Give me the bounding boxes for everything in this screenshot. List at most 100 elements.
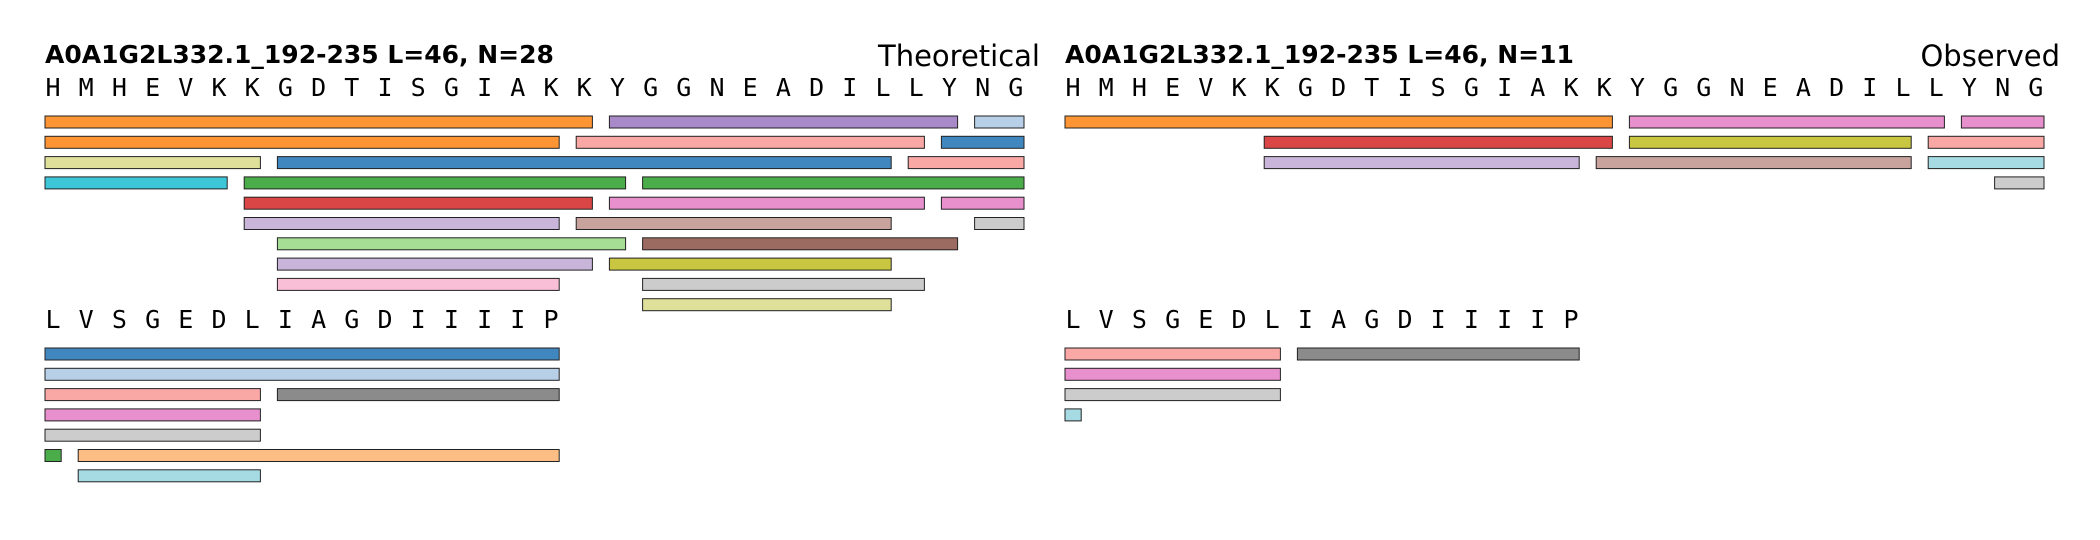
residue-letter: A [311, 305, 326, 334]
residue-letter: G [1165, 305, 1180, 334]
residue-letter: K [211, 73, 226, 102]
residue-letter: D [1231, 305, 1246, 334]
peptide-bar [44, 428, 261, 442]
peptide-bar [575, 217, 892, 230]
peptide-bar [77, 469, 261, 483]
residue-letter: E [1198, 305, 1213, 334]
residue-letter: I [278, 305, 293, 334]
peptide-bar [44, 176, 228, 190]
peptide-bar [1927, 156, 2045, 170]
residue-letter: I [1464, 305, 1479, 334]
residue-letter: I [1497, 73, 1512, 102]
peptide-bar [77, 449, 560, 462]
residue-letter: I [1862, 73, 1877, 102]
peptide-bar [1628, 115, 1945, 129]
peptide-bar [1994, 176, 2045, 190]
peptide-bar [276, 277, 560, 291]
peptide-bar [243, 176, 627, 190]
residue-letter: V [1099, 305, 1114, 334]
observed-panel-label: Observed [1920, 39, 2060, 73]
residue-letter: N [709, 73, 724, 102]
peptide-bar [44, 408, 261, 422]
peptide-bar [642, 298, 892, 312]
residue-letter: S [112, 305, 127, 334]
residue-letter: I [1298, 305, 1313, 334]
residue-letter: E [145, 73, 160, 102]
residue-letter: M [1099, 73, 1114, 102]
residue-letter: L [875, 73, 890, 102]
residue-letter: T [1364, 73, 1379, 102]
residue-letter: K [1231, 73, 1246, 102]
residue-letter: I [1497, 305, 1512, 334]
residue-letter: G [676, 73, 691, 102]
residue-letter: N [1729, 73, 1744, 102]
peptide-bar [1263, 135, 1613, 149]
residue-letter: I [1530, 305, 1545, 334]
residue-letter: Y [942, 73, 957, 102]
peptide-bar [44, 156, 261, 170]
residue-letter: M [79, 73, 94, 102]
peptide-bar [642, 237, 959, 251]
peptide-bar [243, 217, 560, 230]
residue-letter: K [1265, 73, 1280, 102]
residue-letter: D [809, 73, 824, 102]
peptide-bar [575, 135, 925, 149]
peptide-bar [940, 135, 1025, 149]
residue-letter: V [178, 73, 193, 102]
residue-letter: L [1265, 305, 1280, 334]
residue-letter: G [1696, 73, 1711, 102]
residue-letter: L [45, 305, 60, 334]
residue-letter: A [1530, 73, 1545, 102]
peptide-bar [907, 156, 1025, 170]
peptide-bar [276, 257, 593, 271]
peptide-bar [1064, 408, 1082, 422]
residue-letter: G [1364, 305, 1379, 334]
peptide-bar [608, 196, 925, 210]
peptide-bar [1064, 388, 1281, 402]
residue-letter: L [245, 305, 260, 334]
residue-letter: I [444, 305, 459, 334]
residue-letter: V [1198, 73, 1213, 102]
residue-letter: Y [610, 73, 625, 102]
peptide-bar [1296, 347, 1580, 361]
peptide-bar [1064, 367, 1281, 381]
residue-letter: H [1065, 73, 1080, 102]
peptide-bar [44, 135, 560, 149]
residue-letter: D [1331, 73, 1346, 102]
residue-letter: L [1929, 73, 1944, 102]
residue-letter: D [211, 305, 226, 334]
residue-letter: S [1431, 73, 1446, 102]
residue-letter: P [543, 305, 558, 334]
residue-letter: E [1763, 73, 1778, 102]
observed-panel-header: A0A1G2L332.1_192-235 L=46, N=11 [1065, 40, 1574, 69]
peptide-bar [44, 388, 261, 402]
residue-letter: Y [1962, 73, 1977, 102]
observed-panel: A0A1G2L332.1_192-235 L=46, N=11 Observed… [1064, 39, 2060, 422]
peptide-bar [642, 176, 1025, 190]
peptide-bar [276, 156, 892, 170]
residue-letter: G [145, 305, 160, 334]
peptide-bar [974, 115, 1025, 129]
residue-letter: A [776, 73, 791, 102]
peptide-bar [1263, 156, 1580, 170]
residue-letter: S [411, 73, 426, 102]
residue-letter: H [1132, 73, 1147, 102]
peptide-bar [1960, 115, 2045, 129]
residue-letter: Y [1630, 73, 1645, 102]
residue-letter: N [975, 73, 990, 102]
peptide-bar [44, 367, 560, 381]
residue-letter: K [577, 73, 592, 102]
peptide-bar [1927, 135, 2045, 149]
peptide-bar [44, 347, 560, 361]
residue-letter: I [377, 73, 392, 102]
residue-letter: K [1563, 73, 1578, 102]
peptide-bar [276, 237, 627, 251]
residue-letter: P [1563, 305, 1578, 334]
residue-letter: I [411, 305, 426, 334]
residue-letter: A [1331, 305, 1346, 334]
residue-letter: G [278, 73, 293, 102]
